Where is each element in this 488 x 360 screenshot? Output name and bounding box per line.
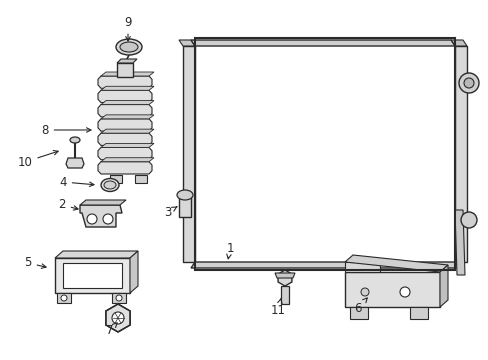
- Polygon shape: [101, 129, 154, 133]
- Polygon shape: [450, 40, 466, 46]
- Polygon shape: [345, 255, 447, 272]
- Polygon shape: [110, 175, 122, 183]
- Polygon shape: [55, 251, 138, 258]
- Polygon shape: [274, 273, 294, 278]
- Polygon shape: [98, 162, 152, 174]
- Circle shape: [399, 287, 409, 297]
- Circle shape: [360, 288, 368, 296]
- Ellipse shape: [101, 179, 119, 192]
- Text: 8: 8: [41, 123, 91, 136]
- Polygon shape: [101, 86, 154, 90]
- Text: 6: 6: [353, 298, 366, 315]
- Polygon shape: [57, 293, 71, 303]
- Polygon shape: [101, 72, 154, 76]
- Polygon shape: [278, 270, 291, 286]
- Circle shape: [103, 214, 113, 224]
- Ellipse shape: [108, 311, 128, 325]
- Polygon shape: [98, 104, 152, 117]
- Circle shape: [112, 312, 124, 324]
- Circle shape: [61, 295, 67, 301]
- Polygon shape: [101, 158, 154, 162]
- Polygon shape: [101, 100, 154, 104]
- Text: 5: 5: [24, 256, 46, 270]
- Polygon shape: [191, 262, 458, 268]
- Polygon shape: [98, 148, 152, 160]
- Circle shape: [87, 214, 97, 224]
- Circle shape: [460, 212, 476, 228]
- Circle shape: [463, 78, 473, 88]
- Polygon shape: [117, 59, 137, 63]
- Polygon shape: [191, 40, 454, 46]
- Polygon shape: [130, 251, 138, 293]
- Polygon shape: [98, 90, 152, 103]
- Polygon shape: [80, 200, 126, 205]
- Polygon shape: [454, 46, 466, 262]
- Text: 11: 11: [270, 298, 285, 316]
- Bar: [281, 286, 288, 304]
- Polygon shape: [345, 262, 379, 272]
- Polygon shape: [112, 293, 126, 303]
- Circle shape: [116, 295, 122, 301]
- Text: 1: 1: [226, 242, 233, 259]
- Ellipse shape: [120, 42, 138, 52]
- Bar: [195, 38, 454, 270]
- Polygon shape: [98, 119, 152, 131]
- Polygon shape: [66, 158, 84, 168]
- Text: 10: 10: [18, 150, 58, 168]
- Polygon shape: [80, 205, 122, 227]
- Polygon shape: [454, 210, 464, 275]
- Polygon shape: [101, 143, 154, 148]
- Polygon shape: [179, 40, 195, 46]
- Polygon shape: [183, 46, 195, 262]
- Bar: [195, 38, 454, 270]
- Polygon shape: [135, 175, 147, 183]
- Text: 2: 2: [58, 198, 78, 211]
- Bar: [55, 258, 130, 293]
- Polygon shape: [98, 133, 152, 145]
- Polygon shape: [409, 307, 427, 319]
- Polygon shape: [106, 304, 130, 332]
- Polygon shape: [349, 307, 367, 319]
- Ellipse shape: [70, 137, 80, 143]
- Bar: [179, 195, 191, 217]
- Bar: [117, 63, 133, 77]
- Ellipse shape: [177, 190, 193, 200]
- Circle shape: [458, 73, 478, 93]
- Text: 9: 9: [124, 15, 131, 41]
- Ellipse shape: [104, 181, 116, 189]
- Bar: [63, 263, 122, 288]
- Polygon shape: [98, 76, 152, 88]
- Ellipse shape: [116, 39, 142, 55]
- Polygon shape: [345, 272, 439, 307]
- Text: 3: 3: [164, 206, 177, 219]
- Text: 4: 4: [59, 175, 94, 189]
- Bar: [195, 38, 454, 270]
- Text: 7: 7: [106, 323, 117, 337]
- Polygon shape: [439, 265, 447, 307]
- Polygon shape: [101, 115, 154, 119]
